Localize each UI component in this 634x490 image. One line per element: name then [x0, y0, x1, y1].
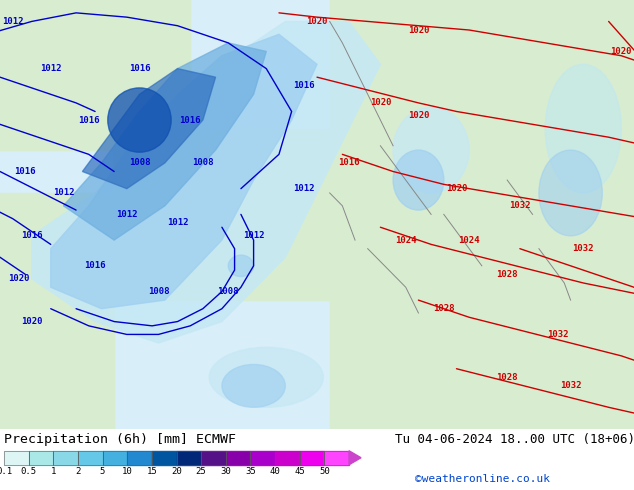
Bar — [0, 193, 114, 429]
Text: 1016: 1016 — [338, 158, 359, 168]
Text: 1008: 1008 — [192, 158, 214, 168]
Text: 1016: 1016 — [294, 81, 315, 90]
Text: 5: 5 — [100, 467, 105, 476]
Text: 2: 2 — [75, 467, 81, 476]
Bar — [78, 451, 103, 465]
Text: 1020: 1020 — [370, 98, 391, 107]
Text: ©weatheronline.co.uk: ©weatheronline.co.uk — [415, 474, 550, 484]
Bar — [250, 451, 275, 465]
Text: 1020: 1020 — [611, 47, 632, 56]
Bar — [103, 451, 127, 465]
Ellipse shape — [539, 150, 602, 236]
Bar — [29, 451, 53, 465]
Bar — [53, 451, 78, 465]
Text: 1012: 1012 — [167, 219, 188, 227]
Bar — [300, 451, 325, 465]
Bar — [275, 451, 300, 465]
Bar — [29, 451, 53, 465]
Ellipse shape — [393, 150, 444, 210]
Bar — [152, 451, 176, 465]
Text: 1016: 1016 — [129, 64, 150, 73]
Text: 1020: 1020 — [408, 25, 429, 34]
Text: 1028: 1028 — [496, 373, 518, 382]
Polygon shape — [51, 34, 317, 309]
Text: 1012: 1012 — [2, 17, 23, 26]
Text: 35: 35 — [245, 467, 256, 476]
Text: 1020: 1020 — [306, 17, 328, 26]
Text: 40: 40 — [269, 467, 280, 476]
Text: 1008: 1008 — [148, 287, 169, 296]
Ellipse shape — [545, 64, 621, 193]
Bar — [201, 451, 226, 465]
Bar — [152, 451, 176, 465]
Text: 0.5: 0.5 — [20, 467, 37, 476]
Text: Tu 04-06-2024 18..00 UTC (18+06): Tu 04-06-2024 18..00 UTC (18+06) — [395, 433, 634, 446]
Bar — [325, 451, 349, 465]
Bar — [226, 451, 250, 465]
Text: 1032: 1032 — [509, 201, 531, 210]
Text: 1028: 1028 — [496, 270, 518, 279]
Bar — [53, 451, 78, 465]
Text: 45: 45 — [294, 467, 305, 476]
Bar — [0, 0, 190, 150]
Text: 50: 50 — [319, 467, 330, 476]
Text: 1016: 1016 — [78, 116, 100, 124]
Text: 1008: 1008 — [129, 158, 150, 168]
Text: 1020: 1020 — [8, 274, 30, 283]
Bar — [4, 451, 29, 465]
Text: 1012: 1012 — [294, 184, 315, 193]
Text: 30: 30 — [221, 467, 231, 476]
Bar — [127, 451, 152, 465]
Text: 1008: 1008 — [217, 287, 239, 296]
Text: 1016: 1016 — [21, 231, 42, 240]
Text: 1028: 1028 — [433, 304, 455, 313]
Bar — [114, 129, 330, 300]
Text: 1012: 1012 — [116, 210, 138, 219]
Ellipse shape — [228, 255, 254, 276]
Ellipse shape — [393, 107, 469, 193]
Text: 1012: 1012 — [53, 189, 74, 197]
Bar — [325, 451, 349, 465]
Text: 10: 10 — [122, 467, 133, 476]
Text: 1024: 1024 — [458, 236, 480, 245]
Text: 1032: 1032 — [573, 244, 594, 253]
Text: 25: 25 — [196, 467, 207, 476]
Text: 1016: 1016 — [15, 167, 36, 176]
Text: 1012: 1012 — [243, 231, 264, 240]
Bar — [103, 451, 127, 465]
Bar — [226, 451, 250, 465]
Text: Precipitation (6h) [mm] ECMWF: Precipitation (6h) [mm] ECMWF — [4, 433, 236, 446]
Text: 1020: 1020 — [446, 184, 467, 193]
Bar — [201, 451, 226, 465]
Bar — [176, 451, 201, 465]
Ellipse shape — [108, 88, 171, 152]
Ellipse shape — [209, 347, 323, 407]
Text: 1016: 1016 — [84, 261, 106, 270]
Bar — [176, 451, 201, 465]
Text: 1024: 1024 — [395, 236, 417, 245]
Bar — [78, 451, 103, 465]
Text: 0.1: 0.1 — [0, 467, 12, 476]
Polygon shape — [82, 69, 216, 189]
Text: 1: 1 — [51, 467, 56, 476]
Text: 1020: 1020 — [408, 111, 429, 120]
Text: 20: 20 — [171, 467, 182, 476]
Ellipse shape — [222, 365, 285, 407]
Bar — [330, 0, 634, 429]
Bar — [250, 451, 275, 465]
Bar — [127, 451, 152, 465]
Bar — [275, 451, 300, 465]
Text: 1012: 1012 — [40, 64, 61, 73]
Bar — [300, 451, 325, 465]
Polygon shape — [349, 451, 361, 465]
Text: 15: 15 — [146, 467, 157, 476]
Bar — [4, 451, 29, 465]
Polygon shape — [32, 22, 380, 343]
Text: 1020: 1020 — [21, 317, 42, 326]
Text: 1032: 1032 — [547, 330, 569, 339]
Text: 1016: 1016 — [179, 116, 201, 124]
Polygon shape — [63, 43, 266, 240]
Text: 1032: 1032 — [560, 381, 581, 391]
